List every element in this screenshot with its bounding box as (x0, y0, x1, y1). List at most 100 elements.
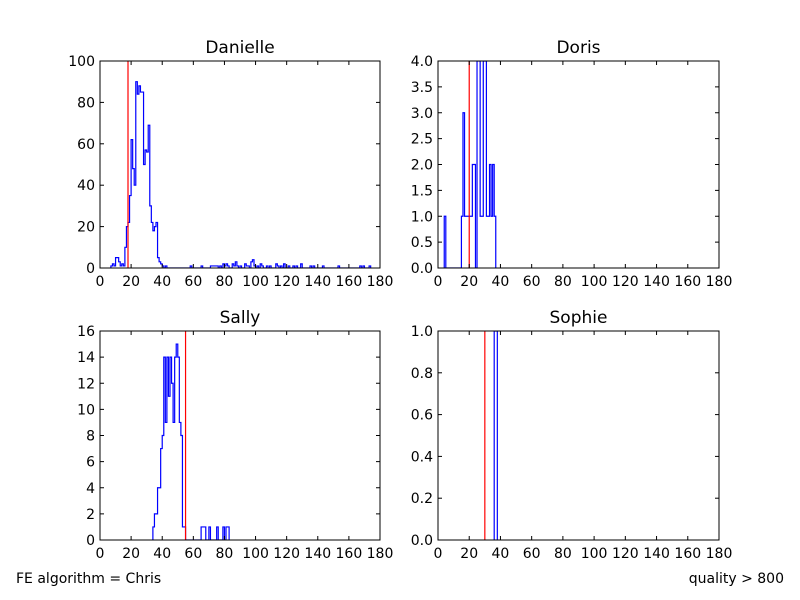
x-tick-label: 180 (367, 546, 394, 562)
x-tick-label: 80 (216, 274, 234, 290)
histogram-bar (179, 422, 181, 540)
y-tick-label: 0.0 (411, 533, 433, 549)
y-tick-label: 0.0 (411, 261, 433, 277)
y-tick-label: 4 (86, 481, 95, 497)
histogram-bar (182, 527, 184, 540)
x-tick-label: 40 (153, 546, 171, 562)
x-tick-label: 20 (122, 546, 140, 562)
histogram-bar (137, 94, 139, 268)
x-tick-label: 100 (242, 546, 269, 562)
x-tick-label: 80 (216, 546, 234, 562)
x-tick-label: 160 (674, 274, 701, 290)
y-tick-label: 4.0 (411, 54, 433, 70)
chart-title: Sally (220, 308, 261, 328)
x-tick-label: 160 (674, 546, 701, 562)
chart-3: 0 20 40 60 80 100 120 140 160 180 0 2 4 6 8 10 12 14 16 Sal… (77, 308, 393, 562)
histogram-step-line (493, 331, 498, 540)
axes-frame (99, 60, 381, 269)
histogram-bar (482, 216, 484, 268)
x-tick-label: 0 (434, 546, 443, 562)
histogram-step-line (443, 61, 497, 268)
x-tick-label: 180 (706, 546, 733, 562)
y-tick-label: 6 (86, 455, 95, 471)
y-tick-label: 0.5 (411, 235, 433, 251)
x-tick-label: 140 (304, 274, 331, 290)
x-tick-label: 120 (612, 274, 639, 290)
histogram-bar (165, 422, 167, 540)
x-tick-label: 0 (96, 274, 105, 290)
histogram-bar (173, 422, 175, 540)
histogram-step-line (152, 343, 230, 540)
chart-2: 0 20 40 60 80 100 120 140 160 180 0.0 0.5 1.0 1.5 2.0 2… (411, 38, 733, 290)
chart-title: Doris (556, 38, 600, 58)
y-tick-label: 10 (77, 402, 95, 418)
x-tick-label: 120 (612, 546, 639, 562)
x-tick-label: 120 (273, 546, 300, 562)
x-tick-label: 20 (460, 546, 478, 562)
histogram-bar (480, 216, 482, 268)
y-tick-label: 12 (77, 376, 95, 392)
histogram-bar (134, 185, 136, 268)
x-tick-label: 140 (643, 546, 670, 562)
x-tick-label: 40 (492, 546, 510, 562)
histogram-bar (159, 488, 161, 540)
footer-note-left: FE algorithm = Chris (16, 571, 162, 587)
x-tick-label: 80 (554, 274, 572, 290)
histogram-bar (488, 216, 490, 268)
x-tick-label: 100 (581, 546, 608, 562)
y-tick-label: 0 (86, 261, 95, 277)
y-tick-label: 3.0 (411, 106, 433, 122)
y-tick-label: 3.5 (411, 80, 433, 96)
histogram-bar (465, 216, 467, 268)
x-tick-label: 100 (242, 274, 269, 290)
histogram-bar (162, 436, 164, 541)
histogram-step-line (110, 81, 372, 268)
y-tick-label: 14 (77, 350, 95, 366)
histogram-bar (154, 227, 156, 268)
x-tick-label: 80 (554, 546, 572, 562)
y-tick-label: 0 (86, 533, 95, 549)
y-tick-label: 2.5 (411, 132, 433, 148)
histogram-bar (466, 216, 468, 268)
y-tick-label: 1.0 (411, 324, 433, 340)
histogram-bar (145, 150, 147, 268)
y-tick-label: 1.0 (411, 209, 433, 225)
y-tick-label: 2.0 (411, 158, 433, 174)
y-tick-label: 40 (77, 178, 95, 194)
chart-1: 0 20 40 60 80 100 120 140 160 180020406080100Dani… (68, 38, 393, 290)
x-tick-label: 100 (581, 274, 608, 290)
x-tick-label: 120 (273, 274, 300, 290)
y-tick-label: 0.8 (411, 366, 433, 382)
y-tick-label: 16 (77, 324, 95, 340)
axes-frame (99, 330, 381, 541)
y-tick-label: 8 (86, 429, 95, 445)
histogram-bar (156, 514, 158, 540)
histogram-bar (139, 86, 141, 268)
histogram-bar (168, 396, 170, 540)
histogram-bar (147, 152, 149, 268)
x-tick-label: 0 (96, 546, 105, 562)
axes-frame (437, 330, 720, 541)
histogram-bar (144, 165, 146, 269)
x-tick-label: 60 (184, 546, 202, 562)
x-tick-label: 40 (153, 274, 171, 290)
x-tick-label: 40 (492, 274, 510, 290)
x-tick-label: 20 (460, 274, 478, 290)
x-tick-label: 140 (304, 546, 331, 562)
y-tick-label: 2 (86, 507, 95, 523)
x-tick-label: 0 (434, 274, 443, 290)
y-tick-label: 0.6 (411, 408, 433, 424)
x-tick-label: 140 (643, 274, 670, 290)
x-tick-label: 60 (523, 274, 541, 290)
chart-4: 0 20 40 60 80 100 120 140 160 180 0.0 0.2 0.4 0.6 0.8 1… (411, 308, 733, 562)
y-tick-label: 100 (68, 54, 95, 70)
histogram-bar (176, 344, 178, 540)
x-tick-label: 180 (706, 274, 733, 290)
histogram-bar (140, 92, 142, 268)
histogram-bar (486, 216, 488, 268)
y-tick-label: 1.5 (411, 183, 433, 199)
histogram-bar (491, 216, 493, 268)
y-tick-label: 20 (77, 220, 95, 236)
x-tick-label: 160 (336, 546, 363, 562)
footer-note-right: quality > 800 (688, 571, 784, 587)
